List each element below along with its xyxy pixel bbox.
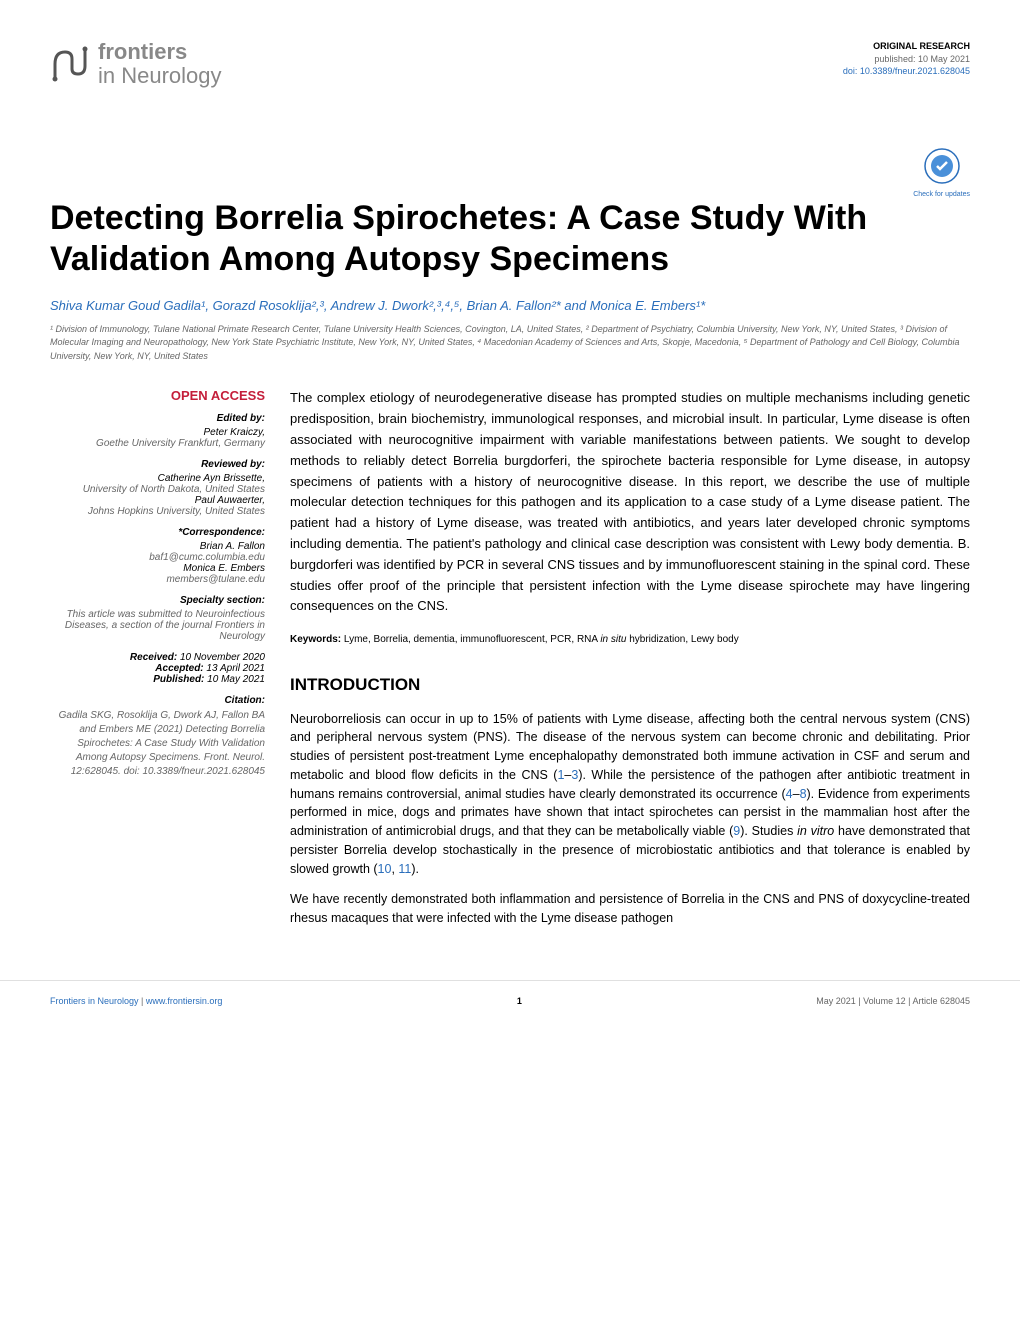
published-date-sidebar: Published: 10 May 2021 bbox=[50, 674, 265, 685]
page-header: frontiers in Neurology ORIGINAL RESEARCH… bbox=[50, 40, 970, 88]
footer-journal-link[interactable]: Frontiers in Neurology bbox=[50, 996, 139, 1006]
open-access-label: OPEN ACCESS bbox=[50, 388, 265, 403]
published-date: published: 10 May 2021 bbox=[843, 53, 970, 66]
journal-logo-text: frontiers in Neurology bbox=[98, 40, 222, 88]
editor-name: Peter Kraiczy, bbox=[50, 427, 265, 438]
logo-line1: frontiers bbox=[98, 40, 222, 64]
research-type: ORIGINAL RESEARCH bbox=[843, 40, 970, 53]
main-content: The complex etiology of neurodegenerativ… bbox=[290, 388, 970, 940]
citation-text: Gadila SKG, Rosoklija G, Dwork AJ, Fallo… bbox=[50, 709, 265, 779]
reviewer1-name: Catherine Ayn Brissette, bbox=[50, 473, 265, 484]
intro-paragraph-1: Neuroborreliosis can occur in up to 15% … bbox=[290, 710, 970, 879]
journal-logo: frontiers in Neurology bbox=[50, 40, 222, 88]
specialty-text: This article was submitted to Neuroinfec… bbox=[50, 609, 265, 642]
ref-link[interactable]: 9 bbox=[733, 824, 740, 838]
ref-link[interactable]: 11 bbox=[398, 862, 411, 876]
ref-link[interactable]: 3 bbox=[571, 768, 578, 782]
edited-by-label: Edited by: bbox=[50, 413, 265, 424]
doi-link[interactable]: doi: 10.3389/fneur.2021.628045 bbox=[843, 65, 970, 78]
keywords-label: Keywords: bbox=[290, 634, 341, 645]
check-updates-badge[interactable]: Check for updates bbox=[913, 148, 970, 198]
page-footer: Frontiers in Neurology | www.frontiersin… bbox=[0, 980, 1020, 1021]
header-meta: ORIGINAL RESEARCH published: 10 May 2021… bbox=[843, 40, 970, 78]
reviewed-by-label: Reviewed by: bbox=[50, 459, 265, 470]
specialty-label: Specialty section: bbox=[50, 595, 265, 606]
intro-paragraph-2: We have recently demonstrated both infla… bbox=[290, 890, 970, 928]
keywords: Keywords: Lyme, Borrelia, dementia, immu… bbox=[290, 632, 970, 647]
corr1-name: Brian A. Fallon bbox=[50, 541, 265, 552]
corr2-name: Monica E. Embers bbox=[50, 563, 265, 574]
corr1-email[interactable]: baf1@cumc.columbia.edu bbox=[50, 552, 265, 563]
footer-site-link[interactable]: www.frontiersin.org bbox=[146, 996, 223, 1006]
correspondence-label: *Correspondence: bbox=[50, 527, 265, 538]
reviewer2-name: Paul Auwaerter, bbox=[50, 495, 265, 506]
check-updates-label: Check for updates bbox=[913, 191, 970, 198]
introduction-heading: INTRODUCTION bbox=[290, 672, 970, 698]
footer-left: Frontiers in Neurology | www.frontiersin… bbox=[50, 996, 222, 1006]
affiliations: ¹ Division of Immunology, Tulane Nationa… bbox=[50, 323, 970, 364]
article-title: Detecting Borrelia Spirochetes: A Case S… bbox=[50, 198, 970, 280]
reviewer1-affil: University of North Dakota, United State… bbox=[50, 484, 265, 495]
sidebar: OPEN ACCESS Edited by: Peter Kraiczy, Go… bbox=[50, 388, 265, 940]
logo-line2: in Neurology bbox=[98, 64, 222, 88]
accepted-date: Accepted: 13 April 2021 bbox=[50, 663, 265, 674]
ref-link[interactable]: 4 bbox=[786, 787, 793, 801]
keywords-text: Lyme, Borrelia, dementia, immunofluoresc… bbox=[344, 634, 739, 645]
footer-right: May 2021 | Volume 12 | Article 628045 bbox=[816, 996, 970, 1006]
ref-link[interactable]: 10 bbox=[378, 862, 392, 876]
author-list: Shiva Kumar Goud Gadila¹, Gorazd Rosokli… bbox=[50, 298, 970, 313]
editor-affil: Goethe University Frankfurt, Germany bbox=[50, 438, 265, 449]
corr2-email[interactable]: members@tulane.edu bbox=[50, 574, 265, 585]
reviewer2-affil: Johns Hopkins University, United States bbox=[50, 506, 265, 517]
page-number: 1 bbox=[517, 996, 522, 1006]
abstract-text: The complex etiology of neurodegenerativ… bbox=[290, 388, 970, 617]
ref-link[interactable]: 1 bbox=[557, 768, 564, 782]
ref-link[interactable]: 8 bbox=[800, 787, 807, 801]
citation-label: Citation: bbox=[50, 695, 265, 706]
received-date: Received: Received: 10 November 202010 N… bbox=[50, 652, 265, 663]
frontiers-logo-icon bbox=[50, 44, 90, 84]
